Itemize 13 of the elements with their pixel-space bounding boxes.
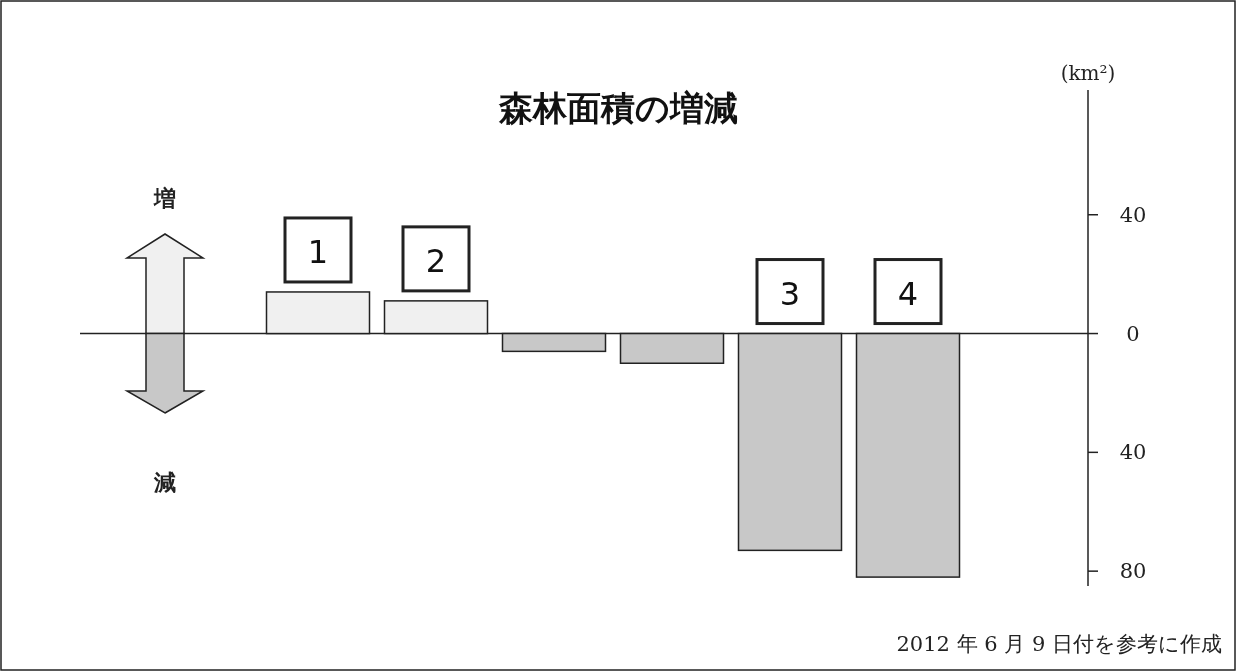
x-tick-label: 1 bbox=[307, 232, 329, 271]
text: 2012 年 6 月 9 日付を参考に作成 bbox=[896, 632, 1222, 656]
text: 増 bbox=[153, 186, 176, 211]
text: 減 bbox=[153, 470, 176, 495]
y-tick-label: 80 bbox=[1119, 559, 1147, 584]
y-axis-title: (km²) bbox=[1060, 61, 1116, 85]
y-tick-label: 40 bbox=[1119, 202, 1147, 227]
y-tick-label: 0 bbox=[1126, 321, 1140, 346]
x-tick-label: 2 bbox=[425, 241, 447, 280]
chart-title: 森林面積の増減 bbox=[497, 88, 738, 128]
x-tick-label: 3 bbox=[779, 274, 801, 313]
y-tick-label: 40 bbox=[1119, 440, 1147, 465]
x-tick-label: 4 bbox=[897, 274, 919, 313]
